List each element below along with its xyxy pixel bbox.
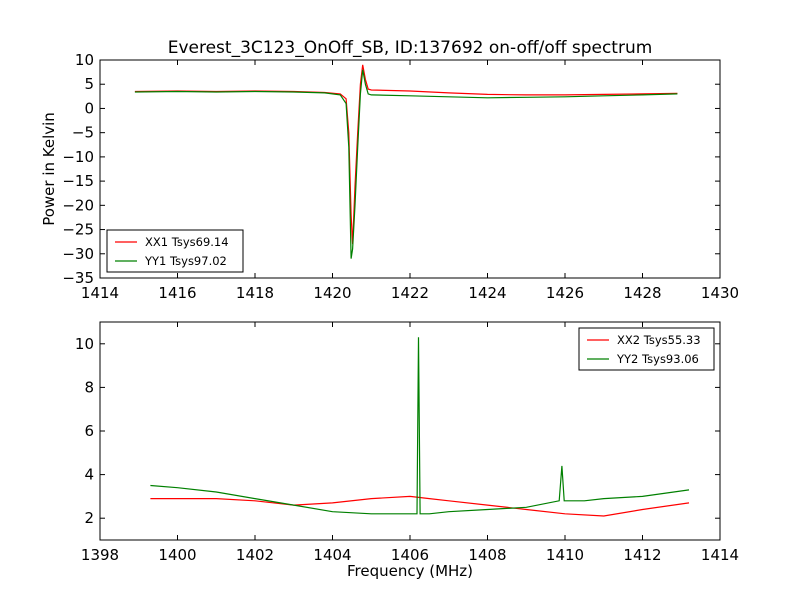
y-tick-label: −10 <box>62 148 94 166</box>
series-line-2 <box>150 337 690 515</box>
x-tick-label: 1428 <box>623 284 661 302</box>
legend-label-1: XX1 Tsys69.14 <box>145 235 229 249</box>
x-tick-label: 1398 <box>81 546 119 564</box>
legend-label-2: YY2 Tsys93.06 <box>616 352 699 366</box>
bottom-panel: 1398 1400 1402 1404 1406 1408 1410 1412 1414 2 4 6 8… <box>75 321 739 580</box>
x-tick-label: 1400 <box>158 546 196 564</box>
legend-label-2: YY1 Tsys97.02 <box>144 254 227 268</box>
x-tick-label: 1422 <box>391 284 429 302</box>
y-tick-label: 6 <box>84 422 94 440</box>
y-tick-label: 0 <box>84 99 94 117</box>
y-tick-label: −15 <box>62 172 94 190</box>
y-axis-label: Power in Kelvin <box>40 112 58 226</box>
x-tick-label: 1402 <box>236 546 274 564</box>
top-panel: 1414 1416 1418 1420 1422 1424 1426 1428 1430 −35 −… <box>40 51 739 302</box>
x-tick-label: 1406 <box>391 546 429 564</box>
x-tick-label: 1426 <box>546 284 584 302</box>
x-tick-label: 1430 <box>701 284 739 302</box>
plot-area <box>134 64 678 259</box>
x-tick-label: 1424 <box>468 284 506 302</box>
y-tick-label: 2 <box>84 509 94 527</box>
x-tick-label: 1420 <box>313 284 351 302</box>
legend-label-1: XX2 Tsys55.33 <box>617 333 701 347</box>
x-tick-label: 1404 <box>313 546 351 564</box>
y-tick-label: −20 <box>62 196 94 214</box>
x-tick-label: 1408 <box>468 546 506 564</box>
x-tick-label: 1414 <box>701 546 739 564</box>
plot-area <box>150 337 690 517</box>
legend-box <box>578 327 715 371</box>
y-tick-label: 10 <box>75 335 94 353</box>
x-tick-label: 1410 <box>546 546 584 564</box>
x-axis-label: Frequency (MHz) <box>347 562 473 580</box>
chart-title: Everest_3C123_OnOff_SB, ID:137692 on-off… <box>168 38 653 58</box>
x-tick-label: 1418 <box>236 284 274 302</box>
legend-box <box>106 229 244 273</box>
y-tick-label: −5 <box>72 124 94 142</box>
x-tick-label: 1416 <box>158 284 196 302</box>
y-tick-label: 5 <box>84 75 94 93</box>
legend: XX2 Tsys55.33 YY2 Tsys93.06 <box>578 327 715 371</box>
series-line-2 <box>134 69 678 259</box>
x-tick-label: 1414 <box>81 284 119 302</box>
y-tick-label: 8 <box>84 378 94 396</box>
y-tick-label: −35 <box>62 269 94 287</box>
legend: XX1 Tsys69.14 YY1 Tsys97.02 <box>106 229 244 273</box>
y-tick-label: −30 <box>62 245 94 263</box>
y-tick-label: 4 <box>84 466 94 484</box>
y-tick-label: 10 <box>75 51 94 69</box>
x-tick-label: 1412 <box>623 546 661 564</box>
y-tick-label: −25 <box>62 221 94 239</box>
